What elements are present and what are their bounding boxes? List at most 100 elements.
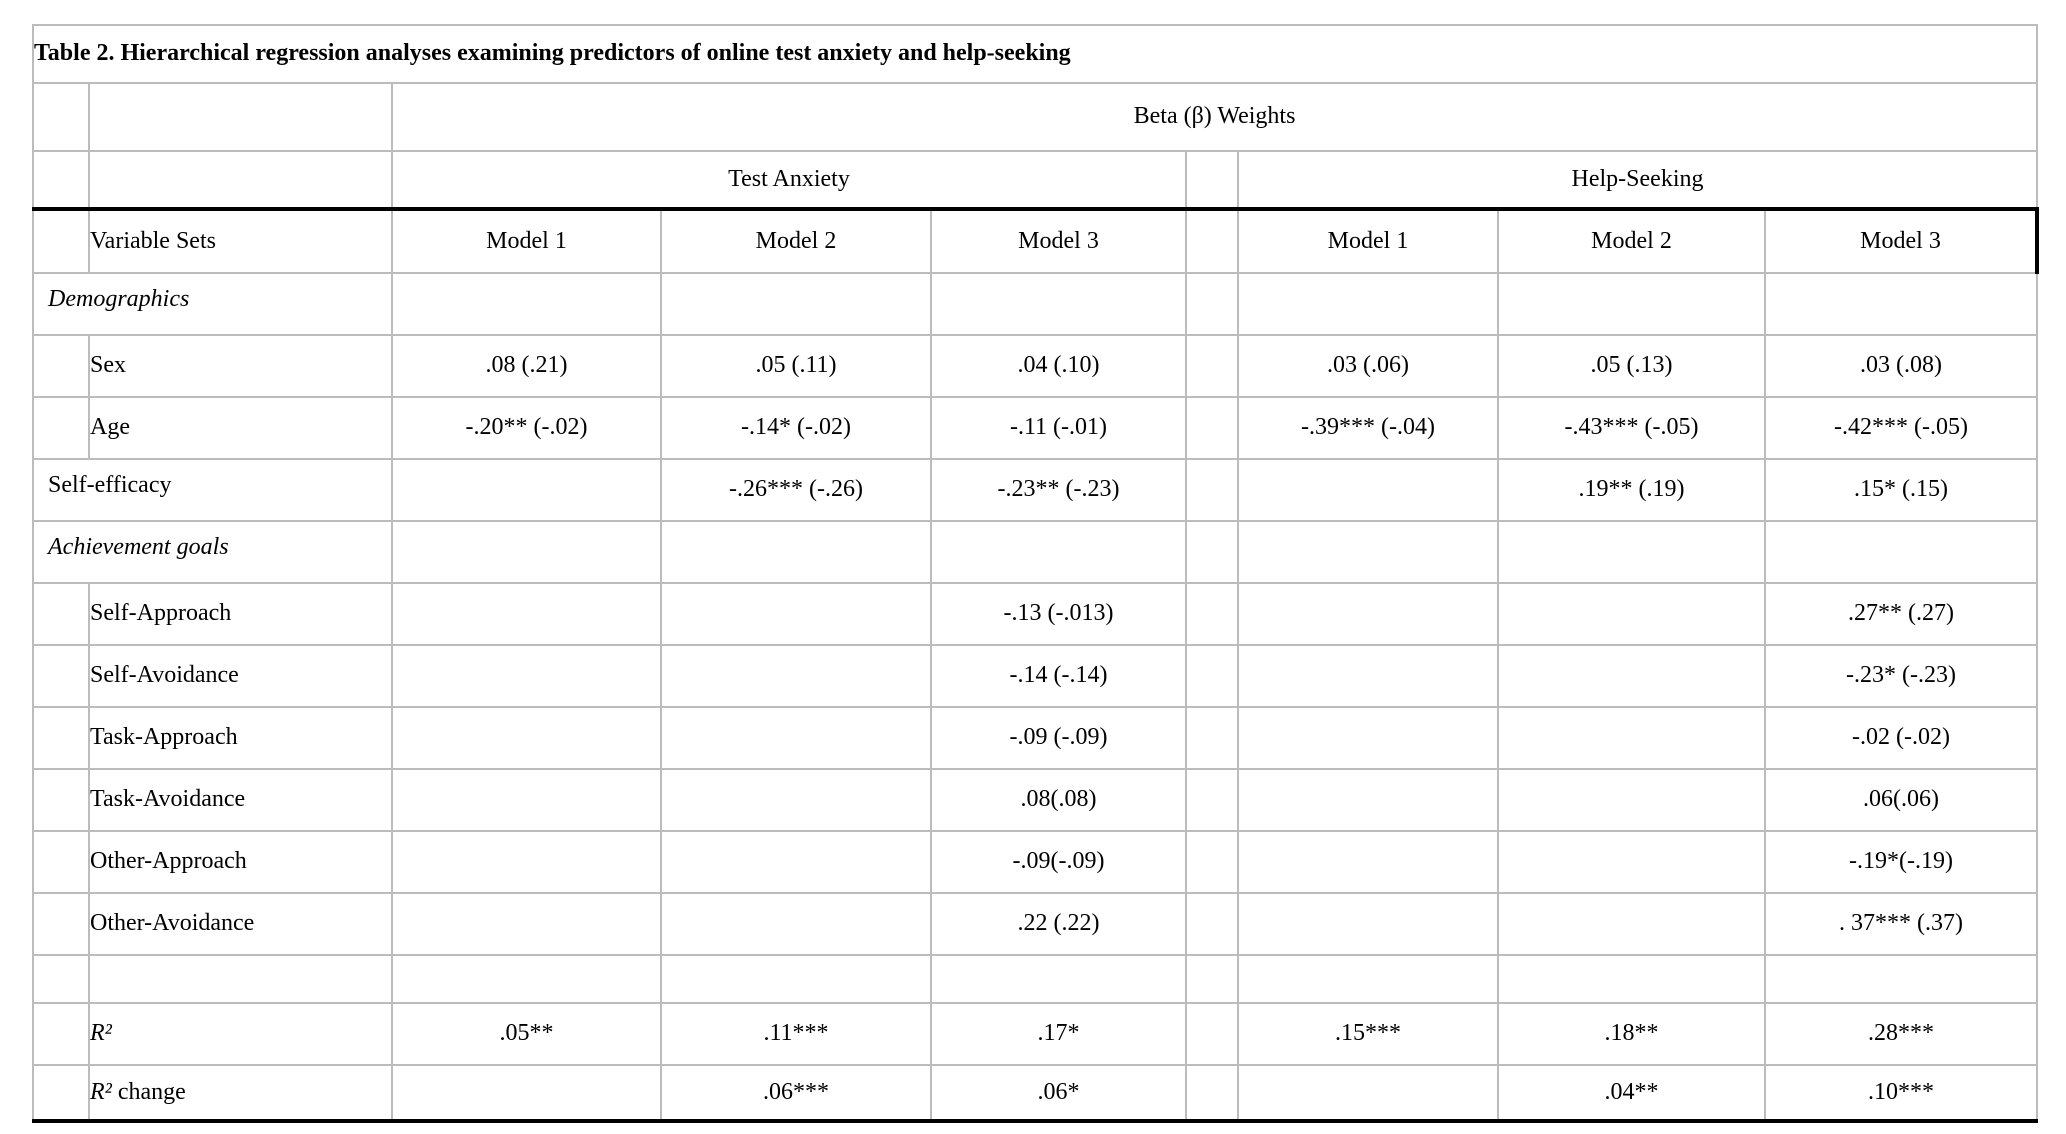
cell-other-avoidance-ta-m3: .22 (.22) <box>930 892 1187 956</box>
row-label-task-avoidance: Task-Avoidance <box>88 768 393 832</box>
table-title: Table 2. Hierarchical regression analyse… <box>31 24 2039 84</box>
spacer-cell <box>1185 458 1239 522</box>
cell-other-approach-hs-m3: -.19*(-.19) <box>1763 830 2039 894</box>
table-row-self-efficacy: Self-efficacy -.26*** (-.26) -.23** (-.23)… <box>32 458 2039 522</box>
stub-cell <box>32 582 90 646</box>
row-label-demographics: Demographics <box>32 272 393 336</box>
table-row-empty <box>32 954 2039 1004</box>
cell-task-avoidance-hs-m3: .06(.06) <box>1763 768 2039 832</box>
table-body: Demographics Sex .08 (.21) .05 (.11) .04 (.1… <box>32 272 2039 1123</box>
cell-self-efficacy-hs-m3: .15* (.15) <box>1763 458 2039 522</box>
spacer-cell <box>1185 334 1239 398</box>
row-label-empty <box>88 954 393 1004</box>
cell-self-approach-hs-m2 <box>1497 582 1766 646</box>
cell-self-efficacy-ta-m1 <box>391 458 662 522</box>
cell-other-avoidance-hs-m1 <box>1237 892 1499 956</box>
cell-demographics-hs-m2 <box>1497 272 1766 336</box>
group-header-row: Test Anxiety Help-Seeking <box>32 150 2039 211</box>
spacer-cell <box>1185 1064 1239 1123</box>
cell-demographics-hs-m1 <box>1237 272 1499 336</box>
cell-self-avoidance-ta-m1 <box>391 644 662 708</box>
cell-self-avoidance-ta-m3: -.14 (-.14) <box>930 644 1187 708</box>
stub-cell <box>88 82 393 152</box>
row-label-text: Sex <box>90 352 126 379</box>
spacer-cell <box>1185 1002 1239 1066</box>
row-label-age: Age <box>88 396 393 460</box>
cell-r-change-ta-m1 <box>391 1064 662 1123</box>
row-label-text: Demographics <box>48 286 190 313</box>
spacer-cell <box>1185 768 1239 832</box>
cell-r-change-ta-m2: .06*** <box>660 1064 932 1123</box>
stub-cell <box>32 207 90 274</box>
cell-r-ta-m1: .05** <box>391 1002 662 1066</box>
cell-r-change-hs-m1 <box>1237 1064 1499 1123</box>
cell-task-avoidance-ta-m3: .08(.08) <box>930 768 1187 832</box>
cell-task-approach-ta-m2 <box>660 706 932 770</box>
model-header-ta-3: Model 3 <box>930 207 1187 274</box>
stub-cell <box>32 954 90 1004</box>
row-label-text: Achievement goals <box>48 534 229 561</box>
model-header-ta-1: Model 1 <box>391 207 662 274</box>
cell-task-avoidance-ta-m2 <box>660 768 932 832</box>
cell-r-change-hs-m2: .04** <box>1497 1064 1766 1123</box>
cell-self-approach-hs-m3: .27** (.27) <box>1763 582 2039 646</box>
cell-task-avoidance-hs-m2 <box>1497 768 1766 832</box>
row-label-text: Task-Approach <box>90 724 238 751</box>
table-row-self-avoidance: Self-Avoidance -.14 (-.14) -.23* (-.23) <box>32 644 2039 708</box>
cell-self-avoidance-ta-m2 <box>660 644 932 708</box>
row-label-text: Self-efficacy <box>48 472 172 499</box>
table-row-other-approach: Other-Approach -.09(-.09) -.19*(-.19) <box>32 830 2039 894</box>
cell-age-hs-m2: -.43*** (-.05) <box>1497 396 1766 460</box>
stub-cell <box>32 1002 90 1066</box>
row-label-r: R² <box>88 1002 393 1066</box>
stub-cell <box>32 706 90 770</box>
table-row-demographics: Demographics <box>32 272 2039 336</box>
table-row-achievement-goals: Achievement goals <box>32 520 2039 584</box>
cell-self-avoidance-hs-m2 <box>1497 644 1766 708</box>
spacer-cell <box>1185 582 1239 646</box>
cell-other-approach-ta-m1 <box>391 830 662 894</box>
spacer-cell <box>1185 207 1239 274</box>
beta-weights-row: Beta (β) Weights <box>32 82 2039 152</box>
row-label-other-avoidance: Other-Avoidance <box>88 892 393 956</box>
cell-self-efficacy-ta-m2: -.26*** (-.26) <box>660 458 932 522</box>
cell-empty-hs-m2 <box>1497 954 1766 1004</box>
cell-other-approach-hs-m1 <box>1237 830 1499 894</box>
model-header-hs-3: Model 3 <box>1763 207 2040 274</box>
title-row: Table 2. Hierarchical regression analyse… <box>31 24 2039 84</box>
cell-empty-hs-m3 <box>1763 954 2039 1004</box>
cell-self-approach-ta-m2 <box>660 582 932 646</box>
spacer-cell <box>1185 272 1239 336</box>
table-row-task-approach: Task-Approach -.09 (-.09) -.02 (-.02) <box>32 706 2039 770</box>
cell-task-approach-hs-m2 <box>1497 706 1766 770</box>
spacer-cell <box>1185 954 1239 1004</box>
cell-sex-ta-m3: .04 (.10) <box>930 334 1187 398</box>
cell-age-ta-m1: -.20** (-.02) <box>391 396 662 460</box>
group-header-test-anxiety: Test Anxiety <box>391 150 1187 211</box>
cell-task-approach-ta-m1 <box>391 706 662 770</box>
row-label-self-efficacy: Self-efficacy <box>32 458 393 522</box>
cell-r-ta-m2: .11*** <box>660 1002 932 1066</box>
spacer-cell <box>1185 396 1239 460</box>
cell-task-approach-hs-m1 <box>1237 706 1499 770</box>
cell-empty-hs-m1 <box>1237 954 1499 1004</box>
model-header-hs-1: Model 1 <box>1237 207 1499 274</box>
row-label-suffix: change <box>111 1078 186 1105</box>
cell-r-hs-m1: .15*** <box>1237 1002 1499 1066</box>
cell-sex-ta-m1: .08 (.21) <box>391 334 662 398</box>
cell-empty-ta-m3 <box>930 954 1187 1004</box>
table-row-r: R² .05** .11*** .17* .15*** .18** .28*** <box>32 1002 2039 1066</box>
row-label-task-approach: Task-Approach <box>88 706 393 770</box>
row-label-text: Self-Avoidance <box>90 662 239 689</box>
cell-task-avoidance-ta-m1 <box>391 768 662 832</box>
stub-cell <box>32 768 90 832</box>
cell-other-avoidance-hs-m2 <box>1497 892 1766 956</box>
cell-empty-ta-m1 <box>391 954 662 1004</box>
row-label-other-approach: Other-Approach <box>88 830 393 894</box>
row-label-sex: Sex <box>88 334 393 398</box>
cell-demographics-ta-m1 <box>391 272 662 336</box>
row-label-text: R² <box>90 1078 112 1105</box>
cell-empty-ta-m2 <box>660 954 932 1004</box>
cell-demographics-ta-m3 <box>930 272 1187 336</box>
